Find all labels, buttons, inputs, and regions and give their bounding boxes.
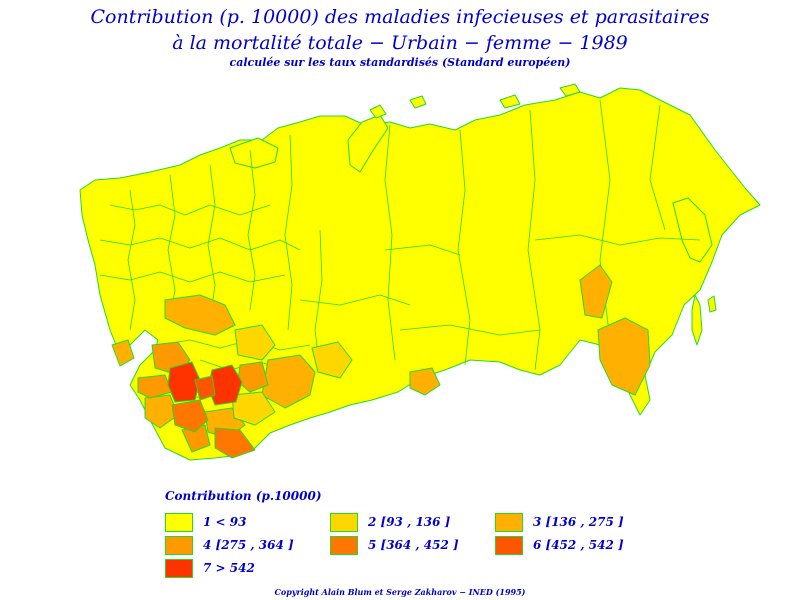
- legend-swatch: [165, 559, 193, 578]
- map-subtitle: calculée sur les taux standardisés (Stan…: [229, 56, 571, 69]
- region-class5-a: [171, 399, 209, 433]
- region-class3-f: [111, 339, 135, 367]
- island: [499, 94, 521, 109]
- legend-label: 5 [364 , 452 ]: [368, 538, 459, 552]
- land-kola: [229, 137, 279, 169]
- region-class5-b: [214, 427, 256, 459]
- legend-label: 4 [275 , 364 ]: [203, 538, 294, 552]
- legend-label: 1 < 93: [203, 515, 247, 529]
- land-kamchatka: [672, 197, 713, 263]
- region-class3-c: [409, 367, 441, 396]
- legend-label: 3 [136 , 275 ]: [533, 515, 624, 529]
- legend-swatch: [495, 536, 523, 555]
- region-class3-d: [579, 264, 613, 319]
- map-title-line1: Contribution (p. 10000) des maladies inf…: [90, 6, 710, 28]
- region-class3-e: [597, 317, 651, 396]
- legend-swatch: [165, 536, 193, 555]
- island: [559, 83, 581, 97]
- legend-label: 7 > 542: [203, 561, 255, 575]
- legend-title: Contribution (p.10000): [165, 489, 322, 503]
- region-class2-b: [311, 341, 353, 379]
- island: [409, 95, 427, 109]
- island: [707, 295, 717, 313]
- region-class4-b: [137, 374, 173, 399]
- region-class3-a: [164, 294, 236, 336]
- region-class2-a: [234, 324, 276, 361]
- island: [369, 104, 387, 119]
- legend-swatch: [495, 513, 523, 532]
- legend-swatch: [165, 513, 193, 532]
- region-class2-c: [231, 391, 276, 426]
- copyright-notice: Copyright Alain Blum et Serge Zakharov −…: [274, 587, 526, 597]
- map-title-line2: à la mortalité totale − Urbain − femme −…: [172, 32, 628, 54]
- land-sakhalin: [691, 294, 703, 346]
- region-class3-g: [144, 394, 179, 429]
- legend-swatch: [330, 513, 358, 532]
- land-novaya-zemlya: [347, 114, 389, 173]
- legend-label: 2 [93 , 136 ]: [368, 515, 451, 529]
- legend-swatch: [330, 536, 358, 555]
- legend-label: 6 [452 , 542 ]: [533, 538, 624, 552]
- region-class6-a: [194, 375, 216, 401]
- region-class7-a: [167, 361, 201, 403]
